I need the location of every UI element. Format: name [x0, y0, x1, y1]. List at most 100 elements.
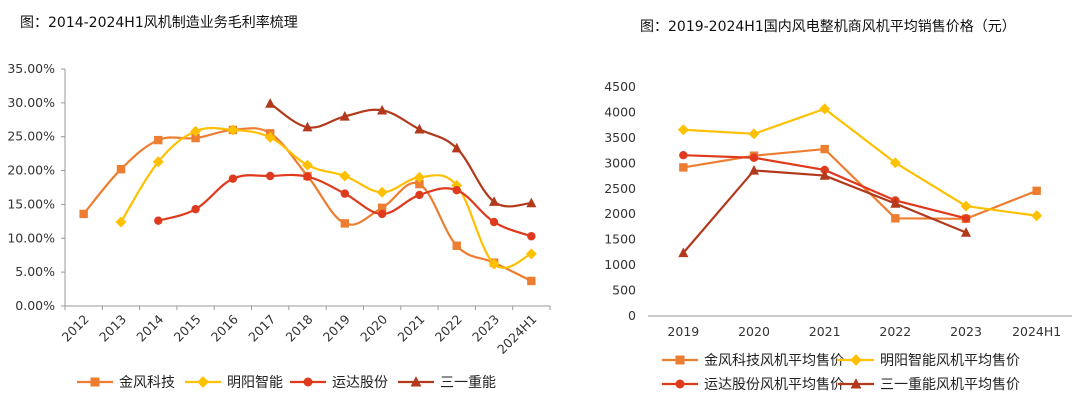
legend-marker-1-2 [675, 379, 685, 389]
legend-marker-0-3 [410, 376, 422, 387]
data-point-0-0 [340, 219, 350, 228]
y-tick-label-1: 0 [628, 308, 636, 323]
y-tick-label-0: 20.00% [7, 163, 55, 178]
data-point-0-2 [415, 190, 424, 200]
x-tick-label-0: 2022 [432, 312, 465, 345]
data-point-1-0 [1032, 186, 1041, 196]
data-point-1-1 [748, 128, 760, 140]
data-point-0-1 [190, 125, 202, 137]
right-chart-title: 图：2019-2024H1国内风电整机商风机平均销售价格（元） [640, 19, 1016, 35]
data-point-0-3 [339, 110, 350, 121]
data-point-0-0 [452, 241, 461, 250]
data-point-0-1 [339, 170, 351, 182]
data-point-0-3 [265, 98, 276, 108]
data-point-0-2 [154, 216, 163, 225]
data-point-0-3 [302, 121, 313, 132]
x-tick-label-0: 2015 [171, 312, 204, 345]
x-tick-label-0: 2021 [394, 312, 427, 345]
data-point-1-1 [889, 157, 901, 169]
data-point-0-1 [227, 124, 239, 136]
legend-marker-1-1 [850, 354, 862, 366]
x-tick-label-1: 2023 [950, 324, 982, 339]
data-point-1-1 [819, 103, 831, 115]
y-tick-label-1: 3000 [604, 155, 636, 170]
y-tick-label-1: 2000 [604, 206, 636, 221]
legend-marker-1-0 [675, 355, 685, 365]
y-tick-label-0: 0.00% [15, 298, 55, 313]
legend-label-0-0: 金风科技 [119, 375, 175, 391]
data-point-0-0 [191, 133, 200, 143]
x-tick-label-0: 2019 [320, 311, 353, 344]
y-tick-label-0: 30.00% [7, 95, 55, 110]
series-line-1-2 [683, 154, 967, 220]
x-tick-label-0: 2016 [208, 311, 241, 344]
data-point-0-1 [302, 159, 313, 171]
x-tick-label-0: 2020 [357, 311, 390, 344]
x-tick-label-0: 2023 [469, 312, 502, 345]
x-tick-label-0: 2018 [283, 311, 316, 344]
y-tick-label-0: 15.00% [7, 196, 55, 211]
x-tick-label-1: 2021 [809, 324, 841, 339]
data-point-0-0 [79, 209, 88, 219]
data-point-0-1 [488, 258, 500, 270]
data-point-0-0 [154, 135, 163, 145]
x-tick-label-0: 2014 [133, 311, 166, 344]
data-point-0-2 [452, 186, 461, 195]
data-point-0-3 [451, 142, 462, 153]
data-point-0-2 [228, 174, 238, 183]
data-point-0-1 [413, 171, 425, 183]
data-point-0-3 [377, 104, 388, 115]
left-chart-title: 图：2014-2024H1风机制造业务毛利率梳理 [20, 15, 298, 31]
data-point-1-3 [960, 227, 972, 237]
legend-marker-1-3 [850, 378, 862, 389]
data-point-0-0 [377, 203, 387, 213]
y-tick-label-0: 25.00% [7, 129, 55, 144]
legend-label-0-3: 三一重能 [440, 375, 496, 391]
data-point-0-2 [377, 209, 387, 219]
data-point-0-2 [527, 232, 536, 241]
data-point-1-3 [748, 164, 760, 175]
y-tick-label-1: 1000 [604, 257, 636, 272]
data-point-0-1 [264, 131, 276, 143]
legend-label-0-2: 运达股份 [332, 375, 388, 391]
legend-label-0-1: 明阳智能 [227, 375, 283, 391]
data-point-0-1 [525, 248, 537, 260]
series-line-1-1 [683, 107, 1037, 217]
x-tick-label-0: 2012 [59, 312, 92, 345]
data-point-1-2 [679, 150, 688, 160]
series-line-1-3 [682, 169, 967, 254]
data-point-0-0 [116, 165, 126, 174]
chart-0: 0.00% 5.00% 10.00% 15.00% 20.00% 25.00% 30.00%… [7, 61, 551, 391]
y-tick-label-0: 5.00% [15, 264, 55, 279]
y-tick-label-1: 4000 [604, 104, 636, 119]
data-point-1-1 [960, 200, 972, 212]
data-point-0-3 [526, 197, 537, 208]
data-point-0-3 [488, 196, 500, 206]
data-point-1-2 [749, 153, 759, 162]
data-point-0-2 [191, 204, 200, 214]
y-tick-label-0: 35.00% [7, 61, 55, 76]
data-point-1-0 [820, 144, 829, 154]
x-tick-label-1: 2024H1 [1012, 324, 1061, 339]
legend-marker-0-1 [197, 376, 209, 388]
legend-marker-0-0 [90, 377, 100, 387]
data-point-1-0 [679, 163, 688, 172]
data-point-1-1 [677, 124, 689, 136]
data-point-1-3 [890, 198, 901, 208]
y-tick-label-1: 2500 [604, 181, 636, 196]
data-point-0-2 [489, 217, 499, 227]
y-tick-label-1: 500 [612, 283, 636, 298]
y-tick-label-1: 4500 [604, 79, 636, 94]
x-tick-label-0: 2017 [245, 312, 278, 345]
legend-label-1-3: 三一重能风机平均售价 [880, 377, 1020, 393]
y-tick-label-1: 3500 [604, 130, 636, 145]
data-point-0-1 [376, 186, 388, 198]
data-point-0-3 [414, 123, 425, 134]
data-point-0-1 [115, 216, 127, 228]
data-point-1-0 [891, 214, 900, 223]
data-point-1-3 [678, 247, 689, 258]
x-tick-label-1: 2022 [879, 324, 911, 339]
chart-1: 0 500 1000 1500 2000 2500 3000 3500 4000 4500 2019… [604, 79, 1072, 393]
y-tick-label-0: 10.00% [7, 230, 55, 245]
data-point-1-2 [820, 165, 829, 175]
